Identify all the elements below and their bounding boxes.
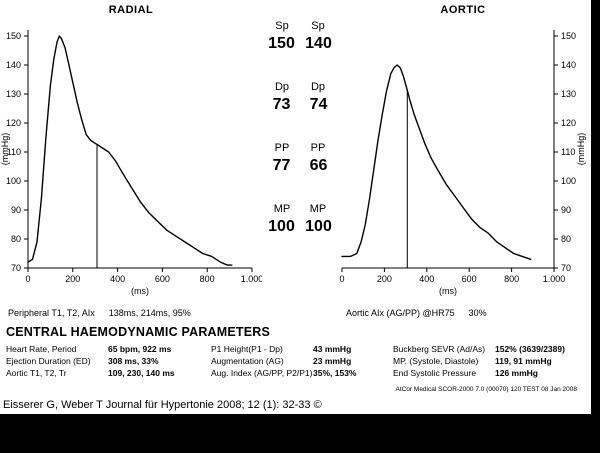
svg-text:90: 90 xyxy=(11,205,21,215)
dp-label-radial: Dp xyxy=(274,81,290,93)
param-label: MP. (Systole, Diastole) xyxy=(393,356,479,366)
svg-text:130: 130 xyxy=(561,89,576,99)
dp-label-aortic: Dp xyxy=(310,81,326,93)
param-value: 109, 230, 140 ms xyxy=(108,368,175,378)
param-value: 119, 91 mmHg xyxy=(495,356,552,366)
aortic-chart-title: AORTIC xyxy=(440,4,486,16)
svg-text:130: 130 xyxy=(6,89,21,99)
param-value: 152% (3639/2389) xyxy=(495,344,565,354)
haemodynamic-parameters-section: CENTRAL HAEMODYNAMIC PARAMETERS Heart Ra… xyxy=(0,325,591,378)
svg-text:0: 0 xyxy=(25,274,30,284)
aortic-caption-label: Aortic AIx (AG/PP) @HR75 xyxy=(346,308,455,318)
radial-chart-title: RADIAL xyxy=(108,4,154,16)
svg-text:800: 800 xyxy=(504,274,519,284)
param-label: End Systolic Pressure xyxy=(393,368,477,378)
param-label: Ejection Duration (ED) xyxy=(6,356,91,366)
aortic-caption: Aortic AIx (AG/PP) @HR75 30% xyxy=(338,308,487,318)
aortic-chart-block: AORTIC 70 80 90 100 110 120 130 140 150 0 200 400 60… xyxy=(338,4,588,307)
radial-caption: Peripheral T1, T2, AIx 138ms, 214ms, 95% xyxy=(0,308,338,318)
diastolic-pressure-row: Dp Dp 73 74 xyxy=(262,81,338,114)
svg-text:140: 140 xyxy=(561,60,576,70)
svg-text:1.000: 1.000 xyxy=(241,274,262,284)
svg-text:(ms): (ms) xyxy=(439,286,457,296)
aortic-caption-value: 30% xyxy=(468,308,487,318)
svg-text:600: 600 xyxy=(155,274,170,284)
param-value: 35%, 153% xyxy=(313,368,357,378)
svg-text:120: 120 xyxy=(561,118,576,128)
parameters-grid: Heart Rate, Period 65 bpm, 922 ms Ejecti… xyxy=(6,344,591,378)
param-value: 126 mmHg xyxy=(495,368,538,378)
svg-text:80: 80 xyxy=(561,234,571,244)
systolic-pressure-row: Sp Sp 150 140 xyxy=(262,20,338,53)
mp-value-aortic: 100 xyxy=(305,218,332,235)
sp-label-aortic: Sp xyxy=(311,20,325,32)
radial-chart-block: RADIAL 70 80 90 100 110 120 130 140 150 0 200 400 60… xyxy=(0,4,263,307)
radial-caption-value: 138ms, 214ms, 95% xyxy=(108,308,191,318)
param-value: 43 mmHg xyxy=(313,344,352,354)
radial-caption-label: Peripheral T1, T2, AIx xyxy=(8,308,95,318)
svg-text:70: 70 xyxy=(561,263,571,273)
svg-text:150: 150 xyxy=(561,31,576,41)
svg-text:400: 400 xyxy=(419,274,434,284)
pp-value-radial: 77 xyxy=(272,157,291,174)
param-label: Aug. Index (AG/PP, P2/P1) xyxy=(211,368,313,378)
svg-text:140: 140 xyxy=(6,60,21,70)
aortic-pressure-waveform-chart: 70 80 90 100 110 120 130 140 150 0 200 400 600 800 1.0… xyxy=(339,30,586,296)
svg-text:100: 100 xyxy=(561,176,576,186)
svg-text:120: 120 xyxy=(6,118,21,128)
svg-text:400: 400 xyxy=(110,274,125,284)
section-title: CENTRAL HAEMODYNAMIC PARAMETERS xyxy=(6,325,271,339)
param-label: P1 Height(P1 - Dp) xyxy=(211,344,283,354)
svg-text:(mmHg): (mmHg) xyxy=(576,133,586,166)
report-panel: RADIAL 70 80 90 100 110 120 130 140 150 0 200 400 60… xyxy=(0,0,591,414)
chart-captions-row: Peripheral T1, T2, AIx 138ms, 214ms, 95% … xyxy=(0,308,591,318)
param-value: 308 ms, 33% xyxy=(108,356,159,366)
pp-value-aortic: 66 xyxy=(309,157,328,174)
parameters-column-3: Buckberg SEVR (Ad/As) 152% (3639/2389) M… xyxy=(393,344,583,378)
param-label: Aortic T1, T2, Tr xyxy=(6,368,67,378)
param-value: 23 mmHg xyxy=(313,356,352,366)
svg-text:70: 70 xyxy=(11,263,21,273)
sp-label-radial: Sp xyxy=(275,20,289,32)
sp-value-radial: 150 xyxy=(268,35,295,52)
svg-text:800: 800 xyxy=(200,274,215,284)
pressure-values-panel: Sp Sp 150 140 Dp Dp 73 74 xyxy=(262,4,338,307)
svg-text:0: 0 xyxy=(339,274,344,284)
pp-label-radial: PP xyxy=(274,142,290,154)
svg-text:90: 90 xyxy=(561,205,571,215)
svg-text:110: 110 xyxy=(561,147,575,157)
svg-text:200: 200 xyxy=(377,274,392,284)
param-label: Buckberg SEVR (Ad/As) xyxy=(393,344,486,354)
mp-label-aortic: MP xyxy=(309,203,327,215)
svg-text:150: 150 xyxy=(6,31,21,41)
param-label: Heart Rate, Period xyxy=(6,344,77,354)
pp-label-aortic: PP xyxy=(310,142,326,154)
mean-pressure-row: MP MP 100 100 xyxy=(262,203,338,236)
device-version-footer: AtCor Medical SCOR-2000 7.0 (00070) 120 … xyxy=(395,386,577,393)
dp-value-radial: 73 xyxy=(272,96,291,113)
radial-pressure-waveform-chart: 70 80 90 100 110 120 130 140 150 0 200 400 600 800 1.0… xyxy=(0,30,263,296)
svg-text:(ms): (ms) xyxy=(131,286,149,296)
mp-value-radial: 100 xyxy=(268,218,295,235)
charts-row: RADIAL 70 80 90 100 110 120 130 140 150 0 200 400 60… xyxy=(0,4,588,307)
svg-text:110: 110 xyxy=(7,147,21,157)
svg-text:200: 200 xyxy=(65,274,80,284)
mp-label-radial: MP xyxy=(273,203,291,215)
dp-value-aortic: 74 xyxy=(309,96,328,113)
parameters-column-1: Heart Rate, Period 65 bpm, 922 ms Ejecti… xyxy=(6,344,211,378)
param-value: 65 bpm, 922 ms xyxy=(108,344,172,354)
pulse-pressure-row: PP PP 77 66 xyxy=(262,142,338,175)
svg-text:100: 100 xyxy=(6,176,21,186)
svg-text:600: 600 xyxy=(462,274,477,284)
param-label: Augmentation (AG) xyxy=(211,356,284,366)
svg-text:80: 80 xyxy=(11,234,21,244)
journal-citation: Eisserer G, Weber T Journal für Hyperton… xyxy=(3,399,322,411)
svg-text:(mmHg): (mmHg) xyxy=(0,133,10,166)
parameters-column-2: P1 Height(P1 - Dp) 43 mmHg Augmentation … xyxy=(211,344,393,378)
svg-text:1.000: 1.000 xyxy=(543,274,566,284)
sp-value-aortic: 140 xyxy=(305,35,332,52)
